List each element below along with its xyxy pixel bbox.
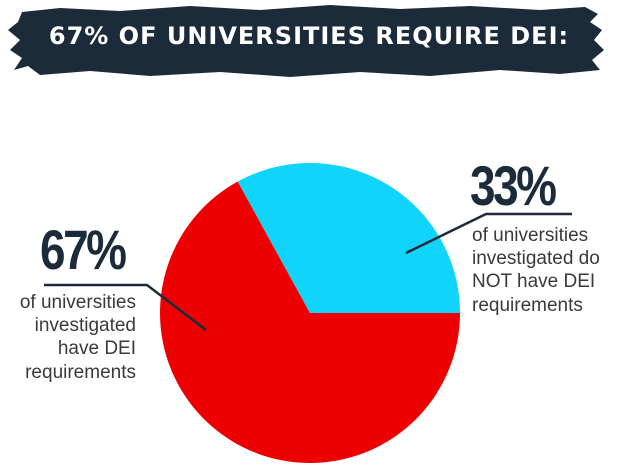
leader-line-required [44, 283, 207, 331]
description-line: have DEI [57, 338, 136, 360]
title-banner [8, 5, 604, 77]
percent-label-required: 67% [40, 218, 127, 281]
description-line: of universities [472, 225, 589, 246]
description-line: of universities [19, 292, 136, 313]
description-line: requirements [472, 294, 583, 316]
banner-brush-shape [8, 5, 604, 77]
description-not-required: of universities investigated do NOT have… [472, 224, 600, 317]
description-line: requirements [25, 361, 136, 383]
leader-line-not-required [405, 212, 572, 255]
description-line: investigated do [472, 248, 600, 270]
page-title: 67% OF UNIVERSITIES REQUIRE DEI: [48, 22, 570, 50]
percent-label-not-required: 33% [470, 154, 557, 217]
description-line: NOT have DEI [472, 271, 596, 293]
description-line: investigated [34, 315, 136, 337]
description-required: of universities investigated have DEI re… [0, 291, 136, 384]
pie-slice-required [160, 181, 460, 463]
pie-slice-not-required [237, 162, 460, 313]
